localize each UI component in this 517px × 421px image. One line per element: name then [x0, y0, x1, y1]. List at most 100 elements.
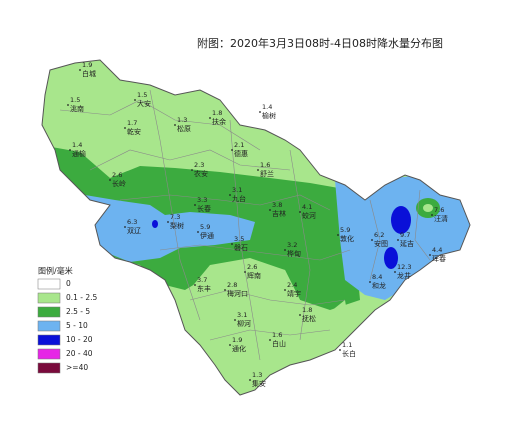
station-value: 4.4 [432, 246, 442, 254]
station-name: 和龙 [372, 281, 386, 290]
station-value: 5.9 [340, 226, 350, 234]
station-value: 1.9 [82, 61, 92, 69]
legend-label: >=40 [66, 363, 88, 372]
station-name: 白城 [82, 69, 96, 78]
station-dot [194, 204, 196, 206]
station-dot [244, 271, 246, 273]
station-name: 靖宇 [287, 289, 301, 298]
zone-blue-east [335, 175, 470, 300]
station-dot [339, 349, 341, 351]
legend-title: 图例/毫米 [38, 266, 73, 276]
station-value: 4.1 [302, 203, 312, 211]
station-value: 1.5 [137, 91, 147, 99]
station-value: 2.3 [194, 161, 204, 169]
station-name: 长春 [197, 204, 211, 213]
station-name: 桦甸 [287, 249, 301, 258]
station-value: 3.3 [197, 196, 207, 204]
station-name: 伊通 [200, 231, 214, 240]
station-dot [209, 117, 211, 119]
legend-swatch [37, 306, 61, 318]
station-value: 1.4 [72, 141, 82, 149]
station-dot [67, 104, 69, 106]
station-name: 汪清 [434, 214, 448, 223]
station-dot [397, 239, 399, 241]
legend-swatch [37, 292, 61, 304]
station-value: 1.1 [342, 341, 352, 349]
legend: 图例/毫米 0 0.1 - 2.5 2.5 - 5 5 - 10 10 - 20 20 -… [37, 266, 98, 374]
station-name: 辉南 [247, 271, 261, 280]
legend-label: 0.1 - 2.5 [66, 293, 98, 302]
station-name: 安图 [374, 239, 388, 248]
station-value: 7.6 [434, 206, 444, 214]
legend-swatch [37, 278, 61, 290]
station-name: 白山 [272, 339, 286, 348]
station-value: 2.1 [234, 141, 244, 149]
station-value: 1.6 [260, 161, 270, 169]
station-name: 梅河口 [227, 289, 248, 298]
station-name: 榆树 [262, 111, 276, 120]
station-name: 洮南 [70, 104, 84, 113]
station-dot [229, 344, 231, 346]
station-name: 集安 [252, 379, 266, 388]
station-name: 蛟河 [302, 211, 316, 220]
legend-label: 5 - 10 [66, 321, 88, 330]
station-value: 3.2 [287, 241, 297, 249]
legend-swatch [37, 348, 61, 360]
station-value: 9.7 [400, 231, 410, 239]
station-value: 1.4 [262, 103, 272, 111]
station-name: 延吉 [400, 239, 414, 248]
station-name: 乾安 [127, 127, 141, 136]
station-dot [134, 99, 136, 101]
station-value: 1.3 [252, 371, 262, 379]
legend-label: 2.5 - 5 [66, 307, 90, 316]
station-name: 松原 [177, 124, 191, 133]
station-name: 磐石 [234, 243, 248, 252]
station-dot [369, 281, 371, 283]
stations: 1.9白城1.5洮南1.5大安1.4通榆1.7乾安1.3松原1.8扶余2.6长岭… [67, 61, 448, 388]
station-value: 1.7 [127, 119, 137, 127]
station-name: 吉林 [272, 209, 286, 218]
station-dot [394, 271, 396, 273]
station-dot [337, 234, 339, 236]
station-value: 3.8 [272, 201, 282, 209]
station-value: 1.8 [302, 306, 312, 314]
station-dot [234, 319, 236, 321]
zone-dark-blue [152, 220, 158, 228]
station-name: 东丰 [197, 284, 211, 293]
station-dot [269, 339, 271, 341]
station-dot [174, 124, 176, 126]
station-name: 抚松 [302, 314, 316, 323]
station-name: 长岭 [112, 179, 126, 188]
station-dot [69, 149, 71, 151]
legend-label: 10 - 20 [66, 335, 93, 344]
zone-light-spot [423, 204, 433, 212]
station-value: 1.3 [177, 116, 187, 124]
station-value: 3.7 [197, 276, 207, 284]
zone-dark-blue [391, 206, 411, 234]
station-dot [109, 179, 111, 181]
station-value: 2.8 [227, 281, 237, 289]
zone-blue-west [85, 195, 255, 262]
station-value: 1.6 [272, 331, 282, 339]
station-dot [269, 209, 271, 211]
station-dot [124, 127, 126, 129]
station-value: 7.3 [170, 213, 180, 221]
station-name: 通榆 [72, 149, 86, 158]
station-dot [231, 243, 233, 245]
station-dot [284, 249, 286, 251]
station-dot [124, 226, 126, 228]
legend-label: 20 - 40 [66, 349, 93, 358]
station-dot [191, 169, 193, 171]
station-name: 珲春 [432, 254, 446, 263]
legend-swatch [37, 362, 61, 374]
station-dot [229, 194, 231, 196]
station-value: 2.6 [112, 171, 122, 179]
station-value: 6.2 [374, 231, 384, 239]
station-value: 3.1 [232, 186, 242, 194]
station-value: 2.4 [287, 281, 297, 289]
legend-swatch [37, 334, 61, 346]
station-dot [431, 214, 433, 216]
station-name: 德惠 [234, 149, 248, 158]
legend-label: 0 [66, 279, 71, 288]
